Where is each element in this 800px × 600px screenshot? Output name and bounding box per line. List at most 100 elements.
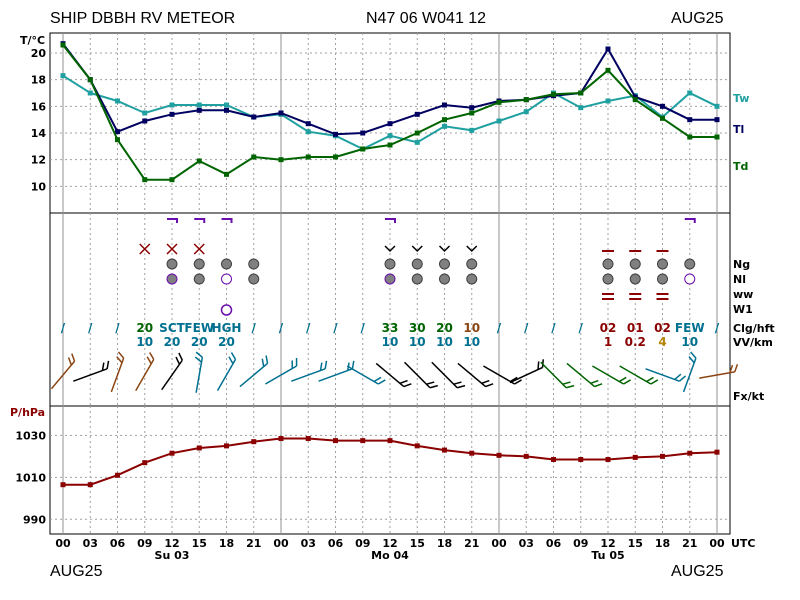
data-point-p bbox=[305, 436, 311, 442]
hour-tick-label: 00 bbox=[709, 537, 725, 550]
data-point-p bbox=[196, 445, 202, 451]
hour-tick-label: 09 bbox=[355, 537, 370, 550]
row-label-fx: Fx/kt bbox=[733, 390, 764, 403]
wind-barb-shaft bbox=[566, 362, 596, 388]
visibility-value: 10 bbox=[409, 335, 426, 349]
present-weather-symbol bbox=[629, 250, 642, 252]
data-point-p bbox=[578, 457, 584, 463]
cloud-cover-symbol-ng bbox=[166, 258, 178, 270]
data-point-p bbox=[469, 450, 475, 456]
data-point-td bbox=[523, 97, 529, 103]
wind-barb-feather bbox=[295, 357, 298, 367]
wind-barb bbox=[645, 368, 687, 382]
wind-barb-feather bbox=[594, 383, 603, 388]
hour-tick-label: 00 bbox=[55, 537, 71, 550]
wind-barb-feather bbox=[175, 356, 181, 365]
wind-barb-shaft bbox=[645, 368, 680, 382]
weather-marker bbox=[684, 218, 696, 223]
wind-barb-shaft bbox=[265, 365, 297, 385]
data-point-p bbox=[387, 438, 393, 444]
wind-barb-feather bbox=[562, 381, 571, 385]
data-point-p bbox=[605, 457, 611, 463]
cloud-cover-symbol-nl bbox=[657, 273, 668, 285]
wind-barb bbox=[540, 361, 575, 389]
data-point-td bbox=[169, 177, 175, 183]
wind-barb-feather bbox=[481, 379, 490, 385]
pressure-tick-label: 1010 bbox=[15, 471, 46, 484]
ceiling-value: / bbox=[252, 321, 257, 335]
temperature-tick-label: 20 bbox=[31, 47, 47, 60]
wind-barb-shaft bbox=[403, 361, 431, 389]
ceiling-value: 02 bbox=[654, 321, 671, 335]
data-point-p bbox=[551, 457, 556, 463]
visibility-value: 10 bbox=[436, 335, 453, 349]
wind-barb-feather bbox=[646, 376, 654, 383]
wind-barb-feather bbox=[426, 381, 435, 385]
cloud-cover-symbol-nl bbox=[248, 273, 260, 285]
wind-barb-shaft bbox=[509, 366, 543, 384]
present-weather-symbol bbox=[656, 250, 669, 252]
data-point-tl bbox=[687, 117, 693, 123]
wind-barb-feather bbox=[101, 362, 105, 371]
data-point-tw bbox=[687, 90, 693, 96]
wind-barb-feather bbox=[228, 356, 234, 365]
data-point-p bbox=[523, 453, 529, 459]
hour-tick-label: 03 bbox=[83, 537, 98, 550]
data-point-p bbox=[169, 450, 175, 456]
visibility-value: 1 bbox=[604, 335, 612, 349]
cloud-cover-symbol-ng bbox=[221, 258, 232, 270]
data-point-td bbox=[115, 137, 120, 143]
month-label-bottom-left: AUG25 bbox=[50, 563, 103, 580]
temperature-tick-label: 12 bbox=[31, 154, 46, 167]
hour-tick-label: 15 bbox=[192, 537, 207, 550]
temperature-series bbox=[60, 41, 720, 183]
weather-marker bbox=[385, 218, 396, 223]
data-point-td bbox=[142, 177, 148, 183]
ceiling-value: / bbox=[497, 321, 502, 335]
present-weather-symbol bbox=[656, 293, 669, 295]
data-point-tl bbox=[333, 131, 338, 137]
wind-barb bbox=[699, 364, 739, 379]
wind-barb bbox=[592, 365, 631, 385]
visibility-value: 10 bbox=[681, 335, 698, 349]
visibility-value: 0.2 bbox=[625, 335, 646, 349]
cloud-cover-symbol-ng bbox=[248, 258, 260, 270]
data-point-td bbox=[632, 97, 638, 103]
data-point-tw bbox=[714, 103, 720, 109]
temperature-tick-label: 10 bbox=[31, 180, 47, 193]
data-point-p bbox=[251, 439, 257, 445]
pressure-tick-label: 1030 bbox=[15, 429, 46, 442]
data-point-p bbox=[632, 454, 638, 460]
wind-barb-shaft bbox=[161, 359, 183, 391]
weather-marker bbox=[167, 218, 178, 223]
visibility-value: 20 bbox=[164, 335, 181, 349]
ceiling-value: 33 bbox=[382, 321, 399, 335]
hour-tick-label: 21 bbox=[246, 537, 261, 550]
visibility-value: 20 bbox=[191, 335, 208, 349]
wind-barb-shaft bbox=[216, 359, 237, 391]
wind-barb-shaft bbox=[483, 365, 515, 385]
wind-barb-feather bbox=[566, 384, 575, 389]
legend-tl: Tl bbox=[733, 123, 744, 136]
data-point-p bbox=[714, 449, 720, 455]
data-point-tw bbox=[414, 139, 420, 145]
data-point-td bbox=[278, 157, 284, 163]
hour-tick-label: 06 bbox=[110, 537, 126, 550]
wind-barb-feather bbox=[729, 364, 734, 373]
wind-barb-shaft bbox=[699, 371, 735, 379]
ceiling-value: / bbox=[551, 321, 556, 335]
wind-barb-shaft bbox=[540, 361, 567, 389]
present-weather-symbol bbox=[656, 298, 669, 300]
cloud-cover-symbol-ng bbox=[466, 258, 478, 270]
data-point-tw bbox=[605, 98, 611, 104]
wind-barb-feather bbox=[678, 375, 687, 382]
past-weather-symbol bbox=[220, 304, 233, 316]
data-point-tw bbox=[578, 105, 584, 111]
wind-barb-feather bbox=[690, 351, 697, 359]
cloud-cover-symbol-nl bbox=[439, 273, 450, 285]
grid-lines bbox=[50, 33, 730, 534]
data-point-p bbox=[142, 460, 148, 466]
data-point-p bbox=[414, 443, 420, 449]
ceiling-value: 02 bbox=[600, 321, 617, 335]
ceiling-value: / bbox=[579, 321, 584, 335]
